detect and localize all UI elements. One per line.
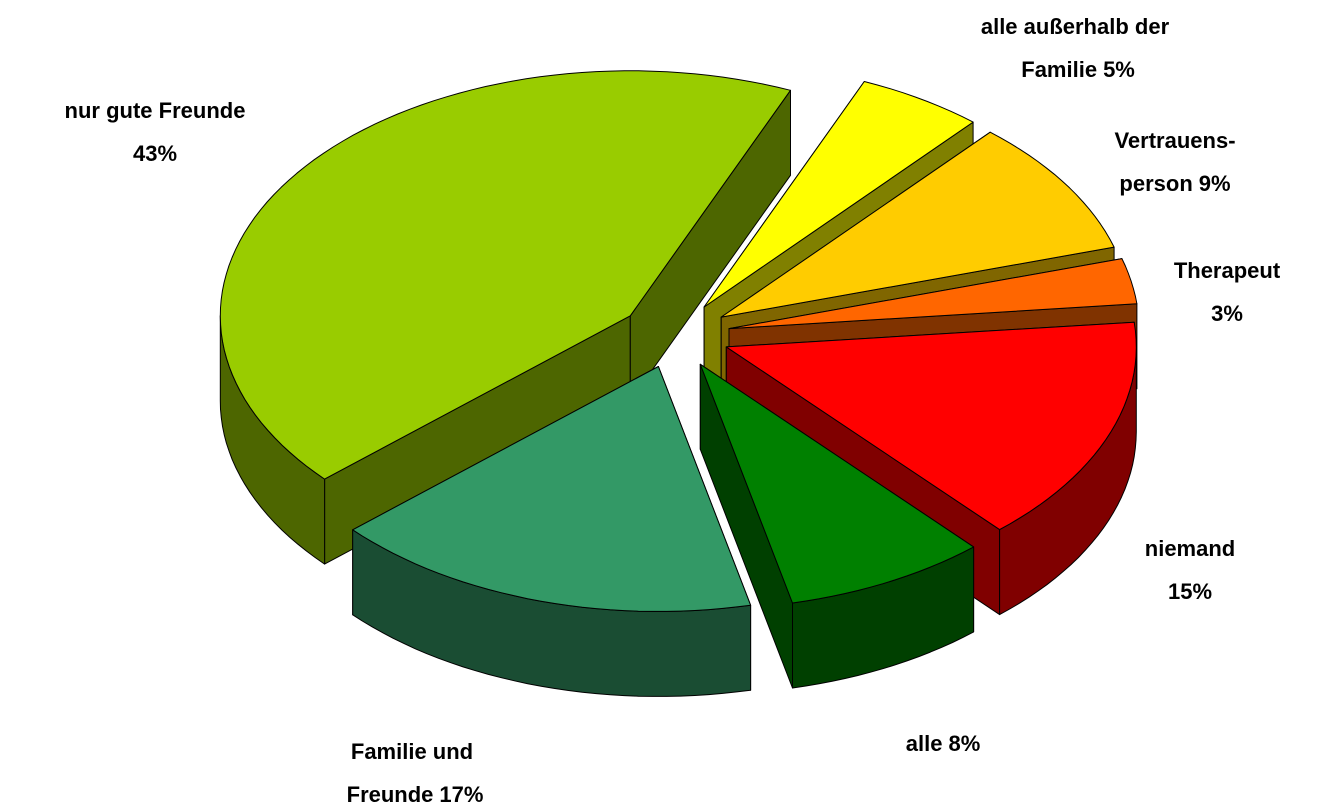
slice-label: Therapeut bbox=[1174, 258, 1281, 283]
slice bbox=[703, 81, 974, 308]
slice-label: Vertrauens-person bbox=[1114, 128, 1235, 196]
slice bbox=[725, 321, 1137, 531]
slice-group bbox=[699, 363, 975, 689]
slice-group bbox=[352, 366, 752, 697]
slice-label: Familie und Freunde bbox=[341, 739, 474, 807]
slice bbox=[352, 366, 752, 612]
slice-value-label: 5% bbox=[1103, 57, 1135, 82]
slice-value-label: 17% bbox=[439, 782, 483, 807]
slice bbox=[728, 258, 1138, 330]
slice-group bbox=[219, 70, 791, 565]
slice-value-label: 15% bbox=[1168, 579, 1212, 604]
slice-label: nur gute Freunde bbox=[65, 98, 246, 123]
slice-label: alle außerhalb der Familie bbox=[981, 14, 1170, 82]
slice-label: alle bbox=[906, 731, 943, 756]
slice bbox=[699, 363, 975, 604]
slice bbox=[219, 70, 791, 480]
slice-value-label: 8% bbox=[948, 731, 980, 756]
slice-label: niemand bbox=[1145, 536, 1235, 561]
slice-value-label: 9% bbox=[1199, 171, 1231, 196]
slice-value-label: 3% bbox=[1211, 301, 1243, 326]
slice-value-label: 43% bbox=[133, 141, 177, 166]
slice bbox=[720, 131, 1115, 318]
